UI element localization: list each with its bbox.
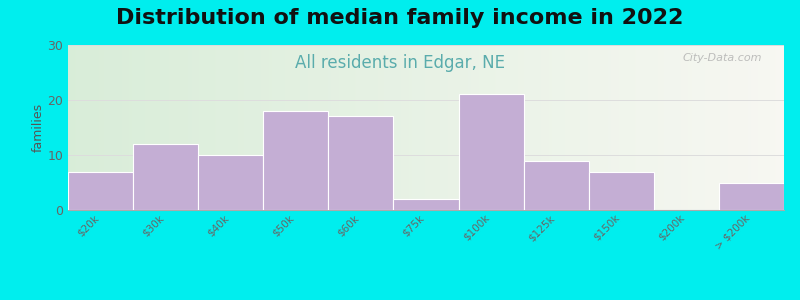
- Bar: [589, 172, 654, 210]
- Bar: [133, 144, 198, 210]
- Bar: [263, 111, 328, 210]
- Bar: [68, 172, 133, 210]
- Bar: [719, 182, 784, 210]
- Text: City-Data.com: City-Data.com: [683, 53, 762, 63]
- Bar: [394, 199, 458, 210]
- Text: Distribution of median family income in 2022: Distribution of median family income in …: [116, 8, 684, 28]
- Bar: [198, 155, 263, 210]
- Bar: [458, 94, 524, 210]
- Bar: [328, 116, 394, 210]
- Bar: [524, 160, 589, 210]
- Y-axis label: families: families: [31, 103, 45, 152]
- Text: All residents in Edgar, NE: All residents in Edgar, NE: [295, 54, 505, 72]
